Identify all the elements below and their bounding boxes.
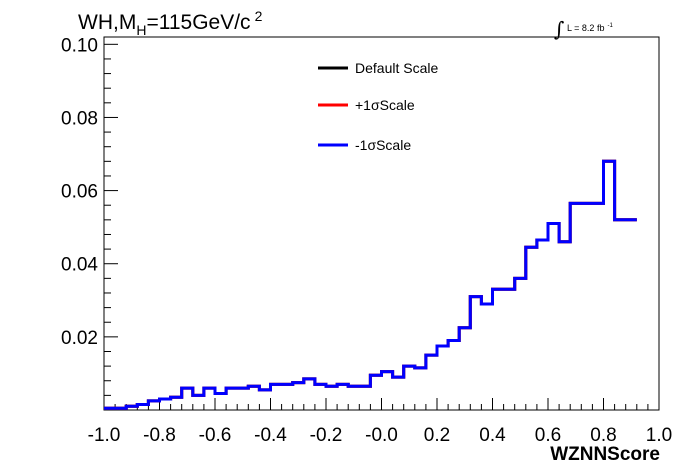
legend-label-default-scale: Default Scale: [355, 60, 438, 76]
legend-label-minus-1sigma-scale: -1σScale: [355, 137, 411, 153]
x-tick-label: 0.6: [535, 425, 561, 446]
luminosity-integral-symbol: ∫: [554, 17, 564, 41]
x-tick-label: 0.8: [590, 425, 616, 446]
chart-title-main: WH,M: [78, 11, 136, 34]
x-tick-label: 1.0: [646, 425, 672, 446]
x-tick-label: -0.2: [310, 425, 343, 446]
series-line-minus-1sigmascale: [104, 159, 637, 410]
luminosity-text: L = 8.2 fb: [567, 23, 604, 33]
y-tick-label: 0.04: [61, 255, 98, 276]
chart-title-rest: =115GeV/c: [146, 11, 250, 34]
chart-title-subscript: H: [136, 22, 146, 38]
x-axis-title: WZNNScore: [550, 444, 660, 465]
luminosity-superscript: -1: [607, 23, 613, 29]
axis-ticks: -1.0 -0.8 -0.6 -0.4 -0.2 -0.0 0.2 0.4 0.6 0.8 1.0 0…: [61, 35, 672, 446]
luminosity-label: L = 8.2 fb -1: [567, 23, 613, 33]
legend-label-plus-1sigma-scale: +1σScale: [355, 97, 415, 113]
chart-title: WH,MH=115GeV/c 2: [78, 8, 263, 38]
x-tick-label: 0.4: [479, 425, 506, 446]
chart-title-superscript: 2: [255, 8, 263, 24]
x-tick-label: -1.0: [88, 425, 121, 446]
x-tick-label: -0.8: [143, 425, 176, 446]
x-tick-label: 0.2: [424, 425, 450, 446]
x-tick-label: -0.4: [254, 425, 287, 446]
x-tick-label: -0.6: [199, 425, 232, 446]
y-tick-label: 0.10: [61, 35, 98, 56]
x-tick-label: -0.0: [365, 425, 398, 446]
histogram-series: [104, 159, 637, 410]
legend: Default Scale +1σScale -1σScale: [318, 60, 438, 153]
y-tick-label: 0.06: [61, 182, 98, 203]
y-tick-label: 0.08: [61, 108, 98, 129]
y-tick-label: 0.02: [61, 328, 98, 349]
